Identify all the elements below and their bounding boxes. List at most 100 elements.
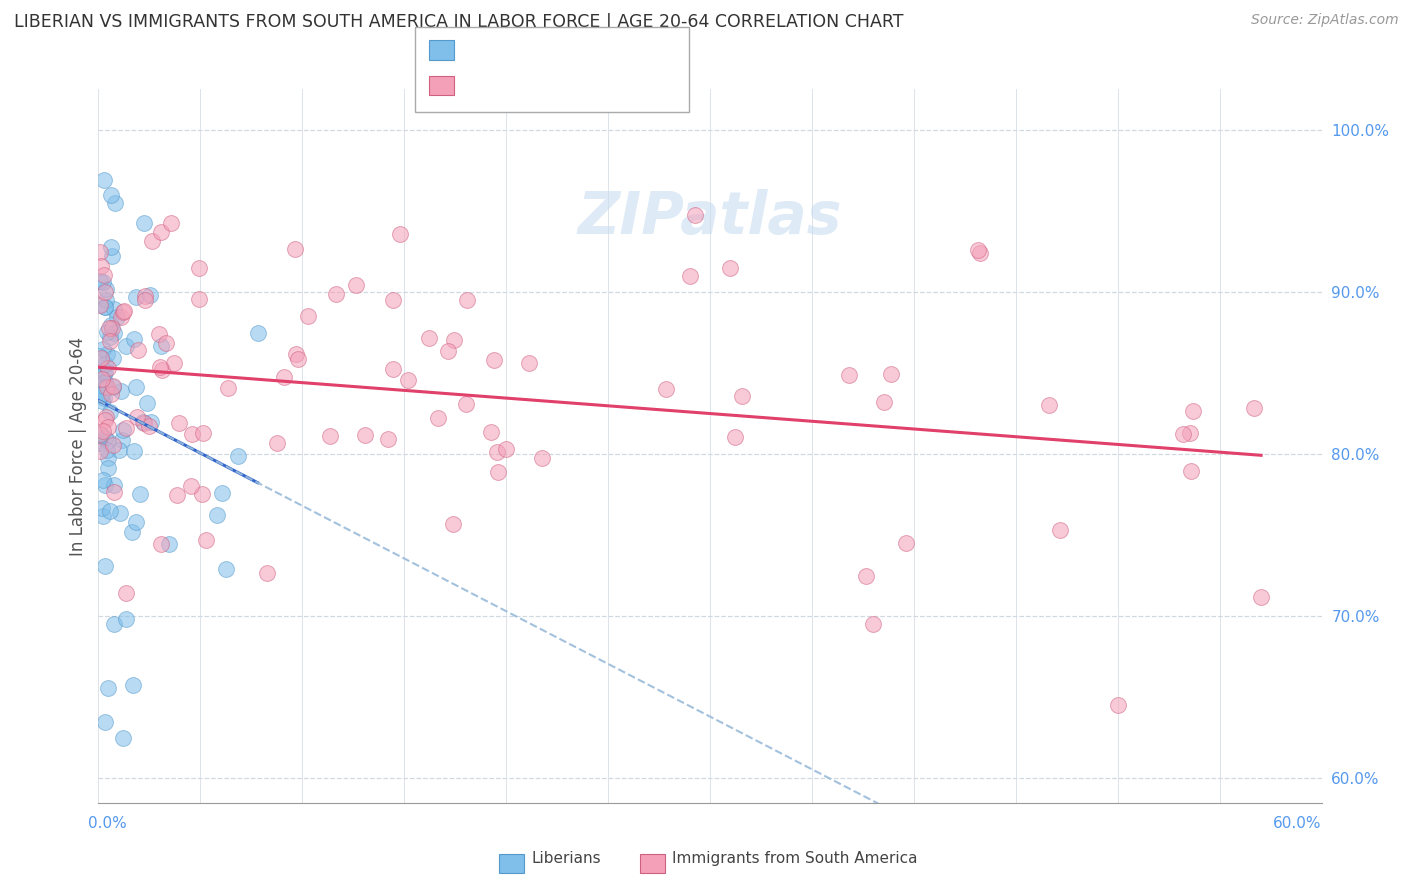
Point (149, 359, 172, 374)
Point (100, 387, 122, 401)
Point (90, 388, 112, 402)
Point (128, 487, 150, 501)
Point (138, 418, 160, 433)
Point (160, 216, 183, 230)
Point (114, 612, 136, 626)
Point (90, 372, 112, 386)
Point (96, 347, 118, 361)
Point (195, 533, 218, 548)
Y-axis label: In Labor Force | Age 20-64: In Labor Force | Age 20-64 (69, 336, 87, 556)
Point (880, 367, 903, 381)
Point (191, 425, 214, 440)
Point (1107, 698, 1129, 713)
Point (655, 382, 678, 396)
Point (148, 327, 170, 342)
Point (93, 173, 115, 187)
Point (122, 443, 145, 458)
Point (103, 326, 125, 341)
Point (98, 321, 121, 335)
Point (150, 537, 173, 551)
Point (287, 352, 309, 367)
Point (166, 488, 188, 502)
Point (110, 384, 132, 399)
Point (132, 415, 155, 429)
Point (89, 349, 111, 363)
Point (94, 300, 117, 314)
Text: LIBERIAN VS IMMIGRANTS FROM SOUTH AMERICA IN LABOR FORCE | AGE 20-64 CORRELATION: LIBERIAN VS IMMIGRANTS FROM SOUTH AMERIC… (14, 13, 904, 31)
Point (191, 487, 214, 501)
Point (93, 714, 115, 729)
Point (96, 282, 118, 296)
Point (873, 394, 896, 409)
Point (94, 410, 117, 425)
Point (93, 285, 115, 299)
Point (150, 339, 173, 353)
Point (969, 246, 991, 260)
Point (103, 485, 125, 500)
Point (135, 396, 157, 410)
Point (127, 343, 149, 357)
Point (94, 478, 117, 492)
Point (111, 731, 134, 745)
Point (93, 268, 115, 283)
Point (97, 420, 120, 434)
Text: ZIPatlas: ZIPatlas (578, 189, 842, 246)
Point (679, 268, 702, 283)
Text: R =: R = (464, 76, 498, 91)
Point (266, 436, 288, 450)
Point (207, 508, 229, 523)
Point (896, 536, 918, 550)
Point (110, 433, 132, 447)
Point (121, 525, 143, 540)
Point (226, 449, 249, 463)
Point (90, 427, 112, 442)
Point (441, 516, 464, 531)
Point (284, 242, 307, 256)
Point (167, 417, 190, 431)
Point (91, 424, 114, 438)
Point (94, 365, 117, 379)
Point (150, 225, 173, 239)
Point (93, 300, 115, 314)
Point (344, 278, 367, 293)
Point (103, 379, 125, 393)
Point (115, 586, 138, 600)
Point (103, 301, 125, 316)
Text: R =: R = (464, 40, 498, 55)
Point (157, 537, 180, 551)
Point (97, 434, 120, 448)
Point (139, 288, 162, 302)
Point (121, 677, 143, 691)
Point (273, 369, 295, 384)
Point (112, 423, 135, 437)
Point (108, 506, 131, 520)
Point (103, 437, 125, 451)
Point (96, 380, 118, 394)
Point (98, 503, 121, 517)
Point (389, 227, 412, 241)
Text: Liberians: Liberians (531, 852, 602, 866)
Point (319, 429, 342, 443)
Point (89, 443, 111, 458)
Point (838, 368, 860, 382)
Point (90, 500, 112, 515)
Text: N =: N = (555, 40, 589, 55)
Point (1180, 464, 1202, 478)
Point (101, 380, 124, 394)
Point (353, 428, 375, 442)
Point (187, 261, 209, 276)
Point (100, 240, 122, 254)
Point (125, 380, 148, 394)
Point (94, 376, 117, 390)
Point (427, 410, 450, 425)
Text: N =: N = (555, 76, 589, 91)
Point (683, 208, 706, 222)
Point (114, 339, 136, 353)
Point (724, 430, 747, 444)
Point (93, 358, 115, 372)
Point (90, 393, 112, 408)
Point (256, 566, 278, 581)
Point (125, 410, 148, 425)
Point (531, 450, 554, 465)
Point (479, 425, 502, 440)
